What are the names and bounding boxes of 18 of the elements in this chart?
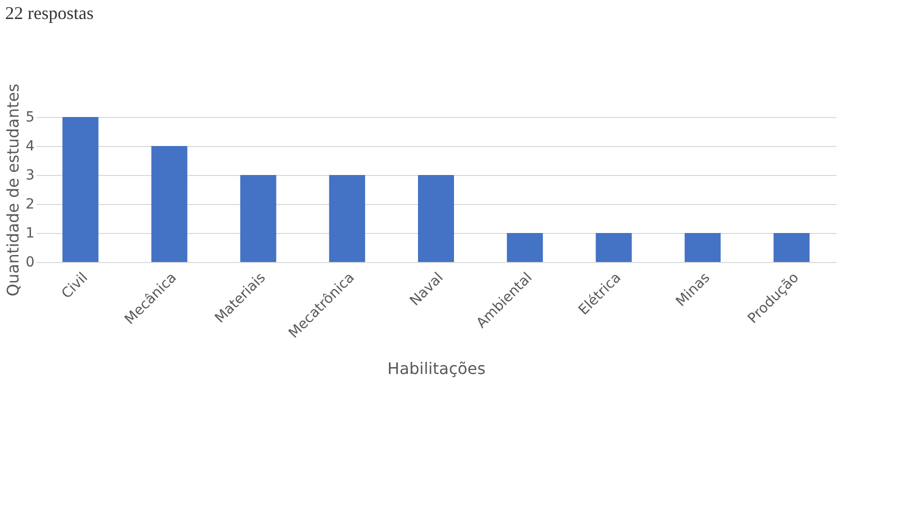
- bar: [774, 233, 810, 262]
- x-axis-title: Habilitações: [387, 358, 486, 378]
- y-tick-label: 5: [26, 110, 34, 126]
- y-tick-label: 3: [26, 168, 34, 184]
- y-tick-label: 0: [26, 254, 34, 270]
- y-tick-label: 2: [26, 196, 34, 212]
- bar: [418, 175, 454, 262]
- bar: [596, 233, 632, 262]
- y-axis-title: Quantidade de estudantes: [4, 84, 23, 296]
- y-tick-label: 4: [26, 138, 35, 154]
- bar: [506, 233, 543, 262]
- chart-title: 22 respostas: [5, 3, 94, 24]
- y-tick-label: 1: [26, 226, 34, 242]
- bar: [240, 175, 276, 262]
- bar: [684, 233, 721, 262]
- bar: [62, 117, 98, 262]
- bar: [329, 175, 366, 262]
- bar: [151, 146, 188, 262]
